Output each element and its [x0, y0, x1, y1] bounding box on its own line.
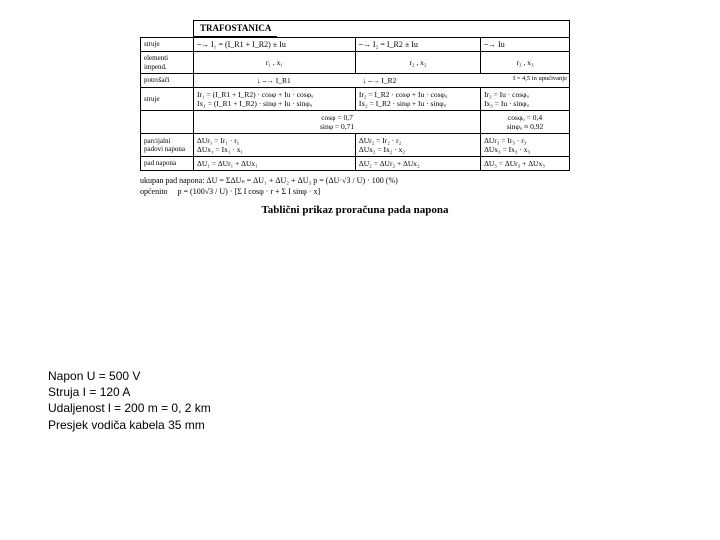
row-label-struje1: struje — [141, 37, 194, 52]
cell: ΔU₁ = ΔUr₁ + ΔUx₁ — [194, 157, 356, 171]
cell: I₁ = (I_R1 + I_R2) ± Iu — [211, 40, 286, 49]
cell: Ir₂ = I_R2 · cosφ + Iu · cosφᵤ — [359, 90, 477, 99]
input-parameters: Napon U = 500 V Struja I = 120 A Udaljen… — [48, 368, 211, 433]
cell: ΔUx₃ = Ix₃ · x₃ — [484, 145, 566, 154]
row-label-pad: pad napona — [141, 157, 194, 171]
row-label-potrosaci: potrošači — [141, 74, 194, 88]
summary-equations: ukupan pad napona: ΔU = ΣΔUₙ = ΔU₁ + ΔU₂… — [140, 175, 570, 197]
cell: r₁ , x₁ — [194, 52, 356, 74]
eq-line2: p = (100√3 / U) · [Σ I cosφ · r + Σ I si… — [178, 187, 321, 196]
param-voltage: Napon U = 500 V — [48, 368, 211, 384]
cell: ΔUr₃ = Ir₃ · r₃ — [484, 136, 566, 145]
cell: Ix₃ = Iu · sinφᵤ — [484, 99, 566, 108]
cell: I₂ = I_R2 ± Iu — [373, 40, 418, 49]
param-current: Struja I = 120 A — [48, 384, 211, 400]
cell: I_R2 — [381, 76, 396, 85]
cell: I_R1 — [276, 76, 291, 85]
param-crosssection: Presjek vodiča kabela 35 mm — [48, 417, 211, 433]
note: I = 4,5 in upućivanje — [513, 75, 567, 83]
table-header: TRAFOSTANICA — [194, 21, 277, 37]
voltage-drop-diagram: TRAFOSTANICA struje ⎯→ I₁ = (I_R1 + I_R2… — [140, 20, 570, 216]
row-label-struje2: struje — [141, 88, 194, 111]
cell: Ix₂ = I_R2 · sinφ + Iu · sinφᵤ — [359, 99, 477, 108]
cell-factors-left: cosφ = 0,7 sinφ = 0,71 — [194, 111, 481, 134]
cell: r₂ , x₂ — [355, 52, 480, 74]
row-label-parcijalni: parcijalni padovi napona — [141, 134, 194, 157]
cell: ΔUr₁ = Ir₁ · r₁ — [197, 136, 352, 145]
cell: ΔU₃ = ΔUr₃ + ΔUx₃ — [481, 157, 570, 171]
cell: Ir₃ = Iu · cosφᵤ — [484, 90, 566, 99]
cell: ΔU₂ = ΔUr₂ + ΔUx₂ — [355, 157, 480, 171]
cell: Iu — [498, 40, 505, 49]
param-distance: Udaljenost l = 200 m = 0, 2 km — [48, 400, 211, 416]
cell: ΔUr₂ = Ir₂ · r₂ — [359, 136, 477, 145]
cell: ΔUx₂ = Ix₂ · x₂ — [359, 145, 477, 154]
cell: r₃ , x₃ — [481, 52, 570, 74]
cell: Ix₁ = (I_R1 + I_R2) · sinφ + Iu · sinφᵤ — [197, 99, 352, 108]
diagram-caption: Tablični prikaz proračuna pada napona — [140, 204, 570, 216]
eq-line1: ukupan pad napona: ΔU = ΣΔUₙ = ΔU₁ + ΔU₂… — [140, 175, 570, 186]
cell-factors-right: cosφᵤ = 0,4 sinφᵤ ≈ 0,92 — [481, 111, 570, 134]
cell: ΔUx₁ = Ix₁ · x₁ — [197, 145, 352, 154]
cell: Ir₁ = (I_R1 + I_R2) · cosφ + Iu · cosφᵤ — [197, 90, 352, 99]
eq-label: općenito — [140, 187, 168, 196]
calc-table: TRAFOSTANICA struje ⎯→ I₁ = (I_R1 + I_R2… — [140, 20, 570, 171]
row-label-elementi: elementi impend. — [141, 52, 194, 74]
